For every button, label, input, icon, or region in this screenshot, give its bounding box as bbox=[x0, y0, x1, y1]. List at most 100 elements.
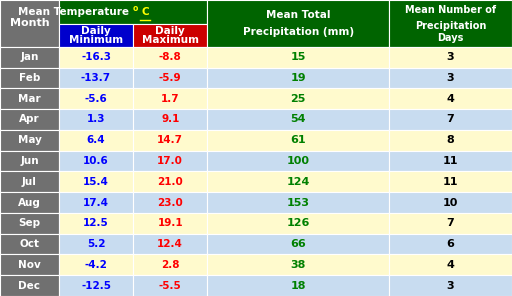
Text: 14.7: 14.7 bbox=[157, 135, 183, 145]
Bar bbox=[59, 67, 133, 88]
Text: 23.0: 23.0 bbox=[157, 197, 183, 207]
Text: 6.4: 6.4 bbox=[87, 135, 105, 145]
Text: Jul: Jul bbox=[22, 177, 37, 187]
Bar bbox=[59, 255, 133, 275]
Text: Daily: Daily bbox=[81, 26, 111, 36]
Bar bbox=[133, 47, 207, 67]
Bar bbox=[59, 275, 133, 296]
Text: 10.6: 10.6 bbox=[83, 156, 109, 166]
Text: 5.2: 5.2 bbox=[87, 239, 105, 249]
Bar bbox=[0, 151, 59, 171]
Text: 17.4: 17.4 bbox=[83, 197, 109, 207]
Bar bbox=[389, 234, 512, 255]
Bar bbox=[59, 151, 133, 171]
Text: 25: 25 bbox=[290, 94, 306, 104]
Text: Maximum: Maximum bbox=[142, 36, 199, 46]
Text: Minimum: Minimum bbox=[69, 36, 123, 46]
Bar bbox=[133, 192, 207, 213]
Bar bbox=[59, 192, 133, 213]
Bar bbox=[389, 67, 512, 88]
Text: -13.7: -13.7 bbox=[81, 73, 111, 83]
Bar bbox=[133, 255, 207, 275]
Bar bbox=[133, 88, 207, 109]
Text: 1.3: 1.3 bbox=[87, 115, 105, 124]
Bar bbox=[207, 67, 389, 88]
Text: Nov: Nov bbox=[18, 260, 41, 270]
Bar bbox=[133, 24, 207, 47]
Bar bbox=[389, 88, 512, 109]
Text: 15.4: 15.4 bbox=[83, 177, 109, 187]
Bar bbox=[389, 130, 512, 151]
Text: 2.8: 2.8 bbox=[161, 260, 180, 270]
Bar bbox=[133, 130, 207, 151]
Bar bbox=[0, 171, 59, 192]
Bar bbox=[207, 192, 389, 213]
Text: 1.7: 1.7 bbox=[161, 94, 180, 104]
Text: 4: 4 bbox=[446, 94, 455, 104]
Text: Oct: Oct bbox=[19, 239, 39, 249]
Bar bbox=[207, 47, 389, 67]
Bar bbox=[133, 109, 207, 130]
Text: 12.4: 12.4 bbox=[157, 239, 183, 249]
Bar bbox=[389, 275, 512, 296]
Bar bbox=[59, 109, 133, 130]
Text: -12.5: -12.5 bbox=[81, 281, 111, 291]
Text: Precipitation (mm): Precipitation (mm) bbox=[243, 27, 354, 37]
Text: -5.6: -5.6 bbox=[84, 94, 108, 104]
Bar bbox=[389, 171, 512, 192]
Bar bbox=[207, 171, 389, 192]
Bar bbox=[133, 275, 207, 296]
Bar bbox=[133, 67, 207, 88]
Bar bbox=[389, 213, 512, 234]
Text: Month: Month bbox=[10, 18, 49, 28]
Text: C: C bbox=[141, 7, 149, 17]
Bar bbox=[59, 130, 133, 151]
Bar bbox=[207, 255, 389, 275]
Text: Jan: Jan bbox=[20, 52, 38, 62]
Text: 7: 7 bbox=[446, 218, 455, 228]
Text: Mean Temperature: Mean Temperature bbox=[18, 7, 133, 17]
Text: 153: 153 bbox=[287, 197, 310, 207]
Text: 21.0: 21.0 bbox=[157, 177, 183, 187]
Bar bbox=[207, 151, 389, 171]
Text: 38: 38 bbox=[290, 260, 306, 270]
Text: 100: 100 bbox=[287, 156, 310, 166]
Text: 3: 3 bbox=[447, 281, 454, 291]
Text: Daily: Daily bbox=[155, 26, 185, 36]
Text: Apr: Apr bbox=[19, 115, 40, 124]
Bar bbox=[207, 109, 389, 130]
Bar bbox=[0, 67, 59, 88]
Bar bbox=[133, 151, 207, 171]
Text: Mean Number of: Mean Number of bbox=[405, 5, 496, 15]
Text: 6: 6 bbox=[446, 239, 455, 249]
Text: 18: 18 bbox=[290, 281, 306, 291]
Text: Days: Days bbox=[437, 33, 464, 43]
Text: 11: 11 bbox=[443, 177, 458, 187]
Bar bbox=[207, 88, 389, 109]
Text: 124: 124 bbox=[287, 177, 310, 187]
Bar bbox=[389, 47, 512, 67]
Text: 61: 61 bbox=[290, 135, 306, 145]
Text: Sep: Sep bbox=[18, 218, 40, 228]
Bar bbox=[133, 213, 207, 234]
Text: -5.5: -5.5 bbox=[159, 281, 182, 291]
Bar bbox=[0, 213, 59, 234]
Text: 17.0: 17.0 bbox=[157, 156, 183, 166]
Text: 8: 8 bbox=[446, 135, 455, 145]
Text: -16.3: -16.3 bbox=[81, 52, 111, 62]
Text: 19.1: 19.1 bbox=[157, 218, 183, 228]
Text: -8.8: -8.8 bbox=[159, 52, 182, 62]
Text: 15: 15 bbox=[290, 52, 306, 62]
Text: 66: 66 bbox=[290, 239, 306, 249]
Bar bbox=[59, 0, 207, 24]
Text: Mar: Mar bbox=[18, 94, 41, 104]
Bar bbox=[0, 47, 59, 67]
Text: -4.2: -4.2 bbox=[84, 260, 108, 270]
Bar bbox=[389, 255, 512, 275]
Text: 9.1: 9.1 bbox=[161, 115, 179, 124]
Text: 3: 3 bbox=[447, 52, 454, 62]
Text: -5.9: -5.9 bbox=[159, 73, 182, 83]
Bar bbox=[133, 234, 207, 255]
Bar bbox=[0, 192, 59, 213]
Text: Aug: Aug bbox=[18, 197, 41, 207]
